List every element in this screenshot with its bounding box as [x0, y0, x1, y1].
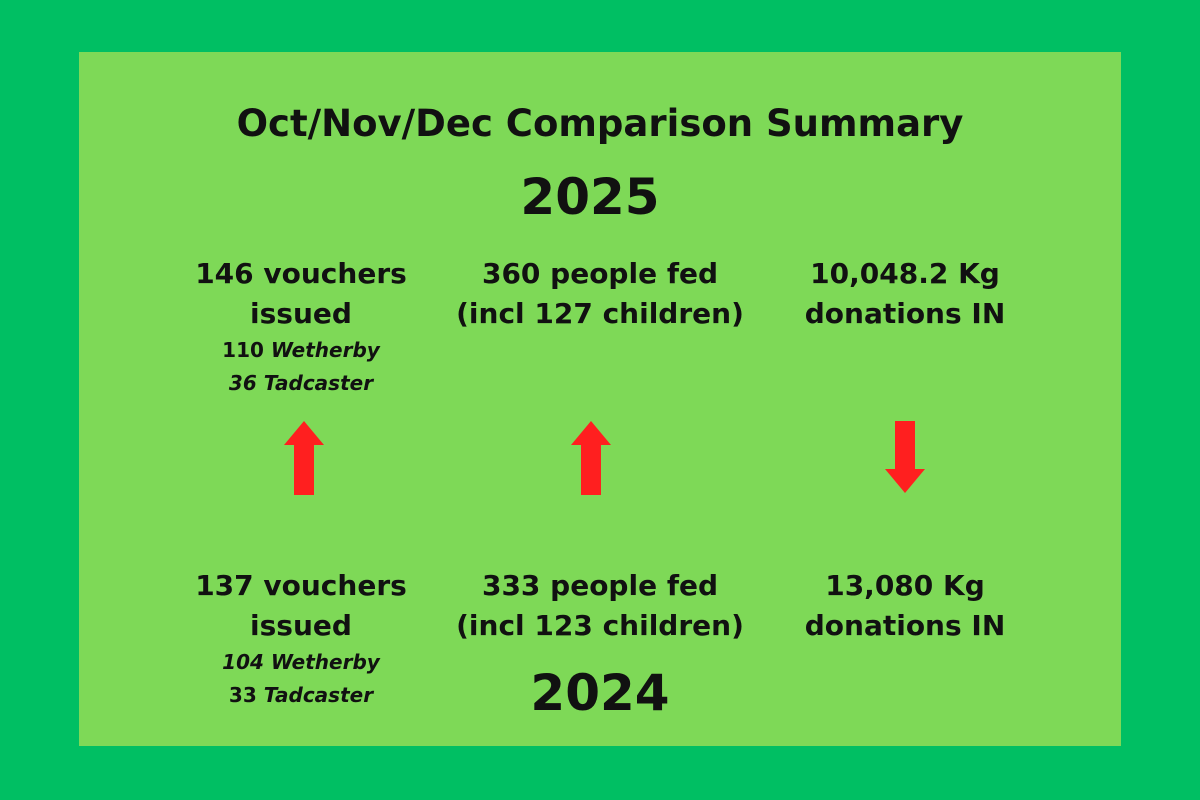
current-wetherby-breakdown: 110 Wetherby — [141, 334, 461, 367]
current-tadcaster-breakdown: 36 Tadcaster — [141, 367, 461, 400]
previous-tadcaster-count: 33 — [228, 683, 257, 707]
previous-tadcaster-label: Tadcaster — [263, 683, 374, 707]
previous-donations-line2: donations IN — [804, 609, 1006, 642]
summary-panel — [79, 52, 1121, 746]
previous-people-line2: (incl 123 children) — [456, 609, 744, 642]
current-vouchers-line1: 146 vouchers — [195, 257, 407, 290]
previous-people-stat: 333 people fed (incl 123 children) — [440, 566, 760, 646]
previous-people-line1: 333 people fed — [481, 569, 719, 602]
arrow-up-icon — [284, 421, 324, 495]
current-vouchers-line2: issued — [250, 297, 352, 330]
page-title: Oct/Nov/Dec Comparison Summary — [236, 102, 964, 145]
current-wetherby-label: Wetherby — [270, 338, 380, 362]
previous-wetherby-label: Wetherby — [270, 650, 380, 674]
previous-donations-stat: 13,080 Kg donations IN — [745, 566, 1065, 646]
year-previous: 2024 — [530, 664, 670, 722]
previous-tadcaster-breakdown: 33 Tadcaster — [141, 679, 461, 712]
current-people-line1: 360 people fed — [481, 257, 719, 290]
arrow-down-icon — [885, 421, 925, 493]
previous-donations-line1: 13,080 Kg — [825, 569, 985, 602]
current-donations-line2: donations IN — [804, 297, 1006, 330]
arrow-up-icon — [571, 421, 611, 495]
year-current: 2025 — [520, 168, 660, 226]
previous-vouchers-line1: 137 vouchers — [195, 569, 407, 602]
current-people-stat: 360 people fed (incl 127 children) — [440, 254, 760, 334]
current-tadcaster-count: 36 — [228, 371, 257, 395]
current-wetherby-count: 110 — [222, 338, 264, 362]
current-vouchers-stat: 146 vouchers issued 110 Wetherby 36 Tadc… — [141, 254, 461, 400]
current-people-line2: (incl 127 children) — [456, 297, 744, 330]
previous-wetherby-count: 104 — [222, 650, 264, 674]
current-donations-line1: 10,048.2 Kg — [810, 257, 1000, 290]
current-tadcaster-label: Tadcaster — [263, 371, 374, 395]
previous-wetherby-breakdown: 104 Wetherby — [141, 646, 461, 679]
current-donations-stat: 10,048.2 Kg donations IN — [745, 254, 1065, 334]
previous-vouchers-line2: issued — [250, 609, 352, 642]
previous-vouchers-stat: 137 vouchers issued 104 Wetherby 33 Tadc… — [141, 566, 461, 712]
